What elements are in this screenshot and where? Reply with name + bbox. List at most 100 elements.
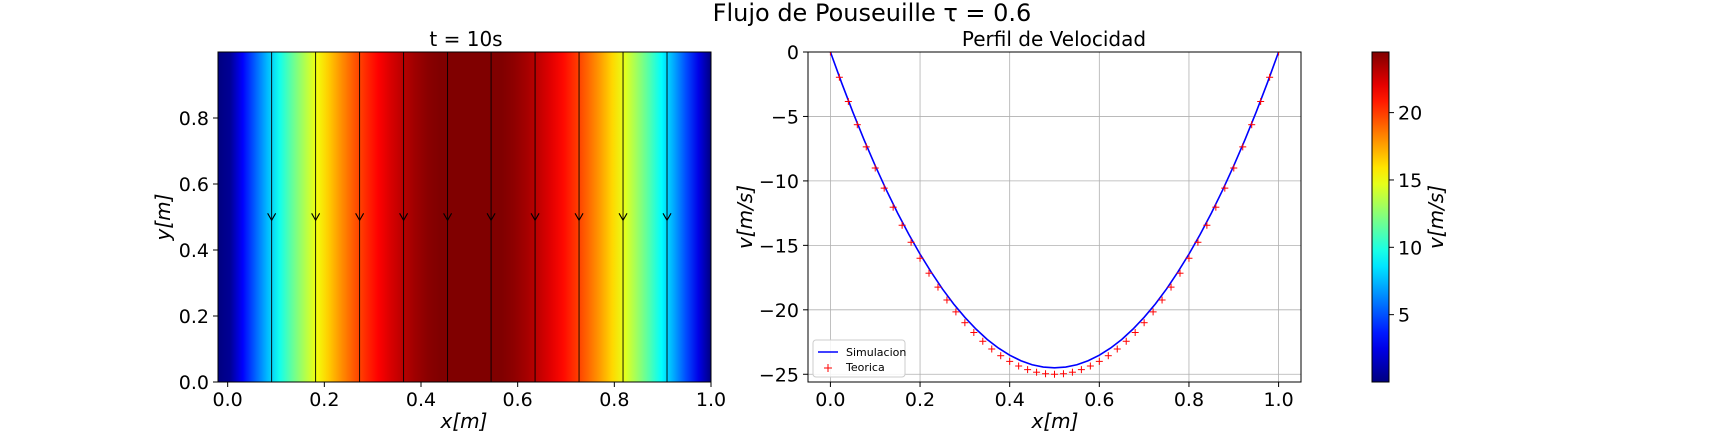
streamline-arrow — [530, 213, 540, 222]
profile-y-tick-label: −20 — [759, 300, 799, 322]
heatmap-frame — [217, 51, 712, 383]
heatmap-y-tick-label: 0.8 — [179, 108, 209, 130]
series-teorica-point — [1185, 254, 1193, 262]
heatmap-x-ticks: 0.0 0.2 0.4 0.6 0.8 1.0 — [213, 382, 726, 411]
heatmap-x-tick-label: 0.6 — [503, 389, 533, 411]
streamline-arrow — [618, 213, 628, 222]
colorbar-tick-label: 15 — [1398, 170, 1422, 192]
series-teorica-point — [835, 73, 843, 81]
series-teorica-point — [1176, 269, 1184, 277]
profile-y-ticks: 0 −5 −10 −15 −20 −25 — [759, 42, 808, 386]
legend-entry-teorica: Teorica — [845, 361, 885, 374]
series-simulacion-line — [829, 52, 1280, 369]
profile-frame — [807, 51, 1302, 383]
series-teorica-point — [826, 52, 834, 56]
profile-x-tick-label: 0.6 — [1084, 389, 1114, 411]
streamline-arrow — [443, 213, 453, 222]
colorbar-ticks: 5 10 15 20 — [1389, 103, 1422, 327]
heatmap-panel: t = 10s 0.0 0.2 0.4 0.6 0.8 1.0 0.00.20.40.60… — [151, 27, 726, 432]
series-teorica-point — [1059, 370, 1067, 378]
profile-panel: Perfil de Velocidad 0.0 0.2 0.4 0.6 0.8 1.0 0… — [733, 27, 1302, 432]
series-teorica-point — [1077, 366, 1085, 374]
series-teorica-point — [898, 221, 906, 229]
series-teorica-point — [889, 203, 897, 211]
colorbar: 5 10 15 20 v[m/s] — [1371, 51, 1448, 383]
series-teorica-point — [1230, 164, 1238, 172]
heatmap-ylabel: y[m] — [151, 194, 175, 242]
series-teorica-point — [1212, 203, 1220, 211]
legend-marker-swatch — [824, 364, 832, 372]
heatmap-streamlines — [267, 52, 672, 382]
series-teorica-point — [988, 345, 996, 353]
series-teorica-point — [925, 269, 933, 277]
series-teorica-point — [934, 283, 942, 291]
profile-y-tick-label: −25 — [759, 364, 799, 386]
streamline-arrow — [311, 213, 321, 222]
series-teorica-point — [853, 121, 861, 129]
series-teorica-point — [1104, 352, 1112, 360]
heatmap-x-tick-label: 0.2 — [309, 389, 339, 411]
profile-x-tick-label: 1.0 — [1263, 389, 1293, 411]
series-teorica-point — [880, 184, 888, 192]
profile-y-tick-label: −15 — [759, 235, 799, 257]
series-teorica-point — [1113, 345, 1121, 353]
series-teorica-point — [1042, 370, 1050, 378]
profile-title: Perfil de Velocidad — [962, 27, 1146, 51]
series-teorica-point — [1068, 368, 1076, 376]
heatmap-x-tick-label: 0.0 — [213, 389, 243, 411]
profile-x-tick-label: 0.8 — [1174, 389, 1204, 411]
heatmap-y-tick-label: 0.6 — [179, 174, 209, 196]
colorbar-frame — [1371, 51, 1390, 383]
profile-xlabel: x[m] — [1031, 409, 1079, 432]
heatmap-y-tick-label: 0.0 — [179, 372, 209, 394]
heatmap-x-tick-label: 0.8 — [599, 389, 629, 411]
series-teorica-point — [952, 308, 960, 316]
series-teorica-point — [1239, 143, 1247, 151]
series-teorica-point — [871, 164, 879, 172]
series-teorica-point — [1194, 238, 1202, 246]
heatmap-y-ticks: 0.0 0.2 0.4 0.6 0.8 — [179, 108, 218, 394]
profile-x-tick-label: 0.4 — [995, 389, 1025, 411]
legend-box — [812, 339, 906, 378]
heatmap-y-tick-label: 0.4 — [179, 240, 209, 262]
series-teorica-point — [1024, 366, 1032, 374]
series-teorica-point — [1203, 221, 1211, 229]
series-teorica-point — [1095, 357, 1103, 365]
colorbar-tick-label: 20 — [1398, 103, 1422, 125]
series-teorica-point — [907, 238, 915, 246]
heatmap-y-tick-label: 0.2 — [179, 306, 209, 328]
series-teorica-point — [961, 319, 969, 327]
figure-title: Flujo de Pouseuille τ = 0.6 — [713, 0, 1032, 27]
series-teorica-point — [1167, 283, 1175, 291]
streamline-arrow — [662, 213, 672, 222]
heatmap-xlabel: x[m] — [440, 409, 488, 432]
profile-x-tick-label: 0.0 — [815, 389, 845, 411]
series-teorica-point — [1033, 368, 1041, 376]
series-teorica-point — [1140, 319, 1148, 327]
colorbar-gradient — [1372, 52, 1389, 382]
series-teorica-point — [1158, 296, 1166, 304]
profile-x-tick-label: 0.2 — [905, 389, 935, 411]
profile-y-tick-label: −5 — [771, 106, 799, 128]
series-teorica-point — [1149, 308, 1157, 316]
streamline-arrow — [399, 213, 409, 222]
profile-y-tick-label: 0 — [787, 42, 799, 64]
series-teorica-point — [1257, 98, 1265, 105]
series-teorica-point — [1086, 362, 1094, 370]
series-teorica-point — [1131, 329, 1139, 336]
series-teorica-point — [844, 98, 852, 105]
heatmap-x-tick-label: 1.0 — [696, 389, 726, 411]
colorbar-tick-label: 10 — [1398, 237, 1422, 259]
streamline-arrow — [267, 213, 277, 222]
series-teorica-point — [1221, 184, 1229, 192]
streamline-arrow — [486, 213, 496, 222]
heatmap-x-tick-label: 0.4 — [406, 389, 436, 411]
series-teorica-point — [1006, 357, 1014, 365]
series-teorica-point — [1051, 370, 1058, 378]
profile-legend: Simulacion Teorica — [812, 339, 906, 378]
streamline-arrow — [355, 213, 365, 222]
colorbar-tick-label: 5 — [1398, 305, 1410, 327]
streamline-arrow — [574, 213, 584, 222]
colorbar-label: v[m/s] — [1424, 185, 1448, 249]
